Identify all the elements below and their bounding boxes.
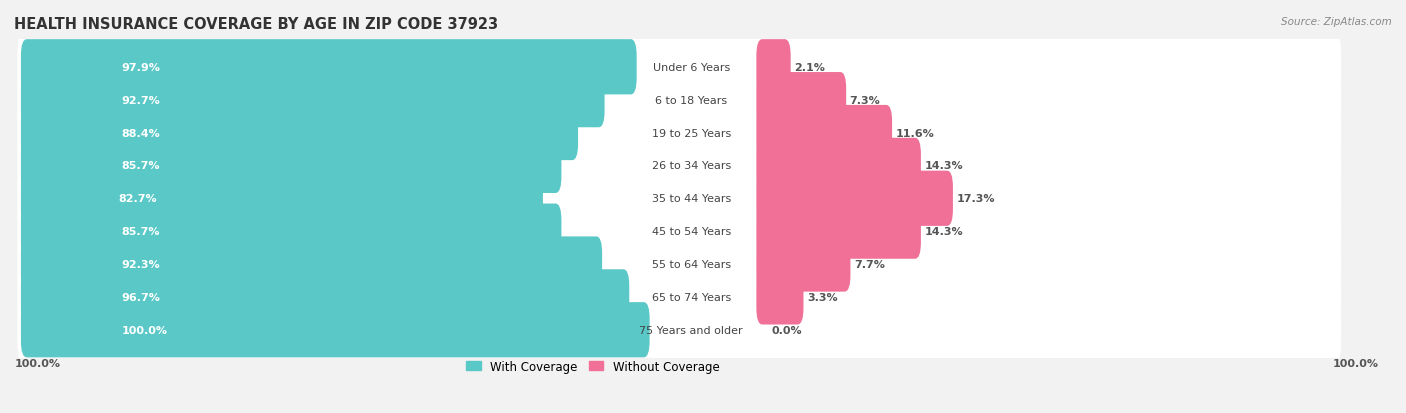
Text: 85.7%: 85.7% xyxy=(122,161,160,171)
FancyBboxPatch shape xyxy=(17,194,1341,270)
FancyBboxPatch shape xyxy=(17,226,1341,302)
Text: 6 to 18 Years: 6 to 18 Years xyxy=(655,95,727,105)
Text: 26 to 34 Years: 26 to 34 Years xyxy=(651,161,731,171)
FancyBboxPatch shape xyxy=(21,73,605,128)
FancyBboxPatch shape xyxy=(756,204,921,259)
FancyBboxPatch shape xyxy=(17,161,1341,237)
Text: 88.4%: 88.4% xyxy=(122,128,160,138)
Text: 97.9%: 97.9% xyxy=(122,63,160,73)
Text: 19 to 25 Years: 19 to 25 Years xyxy=(651,128,731,138)
FancyBboxPatch shape xyxy=(756,171,953,226)
FancyBboxPatch shape xyxy=(17,62,1341,138)
FancyBboxPatch shape xyxy=(17,30,1341,106)
FancyBboxPatch shape xyxy=(21,138,561,194)
Text: 2.1%: 2.1% xyxy=(794,63,825,73)
Text: 45 to 54 Years: 45 to 54 Years xyxy=(651,227,731,237)
FancyBboxPatch shape xyxy=(17,259,1341,335)
Text: 55 to 64 Years: 55 to 64 Years xyxy=(651,259,731,269)
FancyBboxPatch shape xyxy=(21,106,578,161)
Text: 11.6%: 11.6% xyxy=(896,128,935,138)
FancyBboxPatch shape xyxy=(17,95,1341,171)
Text: 96.7%: 96.7% xyxy=(122,292,160,302)
FancyBboxPatch shape xyxy=(756,73,846,128)
Text: 7.3%: 7.3% xyxy=(849,95,880,105)
Text: Under 6 Years: Under 6 Years xyxy=(652,63,730,73)
Text: 0.0%: 0.0% xyxy=(772,325,803,335)
FancyBboxPatch shape xyxy=(756,106,891,161)
FancyBboxPatch shape xyxy=(756,270,803,325)
Text: 100.0%: 100.0% xyxy=(15,358,60,368)
FancyBboxPatch shape xyxy=(21,171,543,226)
Text: HEALTH INSURANCE COVERAGE BY AGE IN ZIP CODE 37923: HEALTH INSURANCE COVERAGE BY AGE IN ZIP … xyxy=(14,17,498,31)
FancyBboxPatch shape xyxy=(756,138,921,194)
Text: 92.7%: 92.7% xyxy=(122,95,160,105)
Text: 65 to 74 Years: 65 to 74 Years xyxy=(651,292,731,302)
Text: Source: ZipAtlas.com: Source: ZipAtlas.com xyxy=(1281,17,1392,26)
FancyBboxPatch shape xyxy=(756,237,851,292)
Text: 75 Years and older: 75 Years and older xyxy=(640,325,742,335)
Text: 100.0%: 100.0% xyxy=(122,325,167,335)
FancyBboxPatch shape xyxy=(21,40,637,95)
Text: 17.3%: 17.3% xyxy=(956,194,995,204)
FancyBboxPatch shape xyxy=(21,237,602,292)
Text: 92.3%: 92.3% xyxy=(122,259,160,269)
Text: 3.3%: 3.3% xyxy=(807,292,838,302)
Legend: With Coverage, Without Coverage: With Coverage, Without Coverage xyxy=(461,355,724,377)
FancyBboxPatch shape xyxy=(17,128,1341,204)
FancyBboxPatch shape xyxy=(17,292,1341,368)
Text: 82.7%: 82.7% xyxy=(118,194,157,204)
FancyBboxPatch shape xyxy=(21,302,650,358)
Text: 35 to 44 Years: 35 to 44 Years xyxy=(651,194,731,204)
Text: 14.3%: 14.3% xyxy=(925,227,963,237)
Text: 85.7%: 85.7% xyxy=(122,227,160,237)
Text: 14.3%: 14.3% xyxy=(925,161,963,171)
FancyBboxPatch shape xyxy=(21,270,630,325)
Text: 7.7%: 7.7% xyxy=(853,259,884,269)
FancyBboxPatch shape xyxy=(756,40,790,95)
Text: 100.0%: 100.0% xyxy=(1333,358,1379,368)
FancyBboxPatch shape xyxy=(21,204,561,259)
